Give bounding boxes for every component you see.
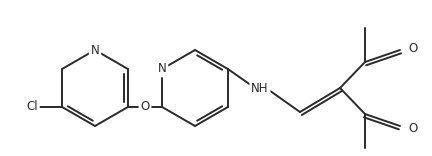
Text: O: O xyxy=(408,41,417,54)
Text: N: N xyxy=(91,44,99,56)
Text: O: O xyxy=(140,100,149,114)
Text: NH: NH xyxy=(251,81,269,95)
Text: N: N xyxy=(158,63,166,76)
Text: Cl: Cl xyxy=(26,100,38,114)
Text: O: O xyxy=(408,122,417,134)
